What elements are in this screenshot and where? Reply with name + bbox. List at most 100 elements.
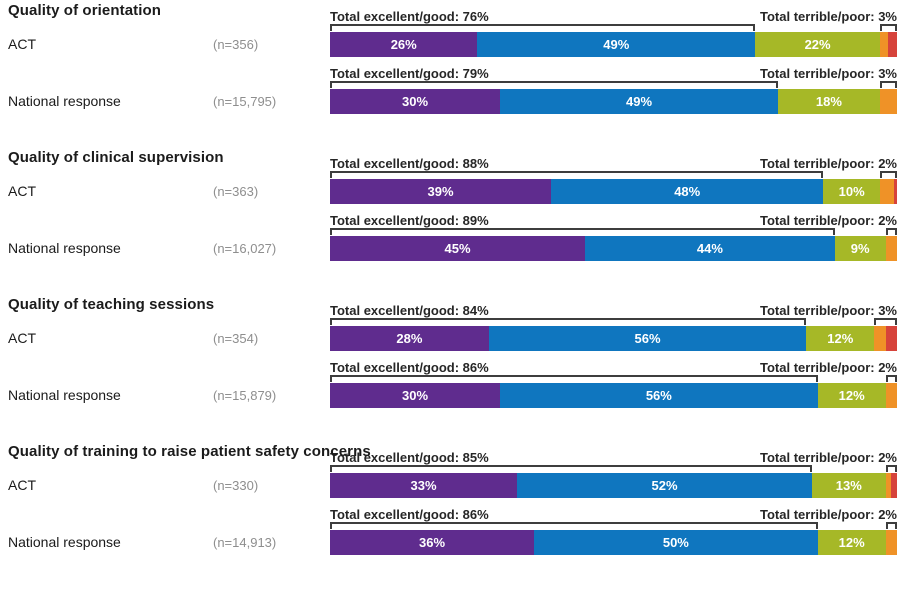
bar-segment-green: 12% <box>806 326 875 351</box>
row-label: ACT <box>8 183 36 199</box>
bar-segment-green: 22% <box>755 32 880 57</box>
stacked-bar: 45% 44% 9% <box>330 236 897 261</box>
chart-row: National response (n=15,879) Total excel… <box>8 358 897 408</box>
sample-size: (n=330) <box>213 478 259 493</box>
chart-row: National response (n=16,027) Total excel… <box>8 211 897 261</box>
row-label: National response <box>8 240 121 256</box>
bar-segment-green: 12% <box>817 530 886 555</box>
totals-annotation: Total excellent/good: 89% Total terrible… <box>330 211 897 228</box>
sample-size: (n=15,879) <box>213 388 277 403</box>
total-excellent-good-label: Total excellent/good: 79% <box>330 66 489 81</box>
bar-segment-green: 10% <box>823 179 880 204</box>
totals-annotation: Total excellent/good: 84% Total terrible… <box>330 301 897 318</box>
row-label: National response <box>8 387 121 403</box>
bar-segment-blue: 50% <box>534 530 818 555</box>
sample-size: (n=14,913) <box>213 535 277 550</box>
bracket-terrible-poor <box>885 465 897 472</box>
stacked-bar: 33% 52% 13% <box>330 473 897 498</box>
bar-segment-purple: 39% <box>330 179 552 204</box>
bar-segment-orange <box>879 32 889 57</box>
question-title: Quality of training to raise patient saf… <box>8 443 371 460</box>
bar-segment-blue: 52% <box>517 473 812 498</box>
bar-block: Total excellent/good: 85% Total terrible… <box>330 448 897 498</box>
bar-segment-green: 18% <box>777 89 880 114</box>
bar-segment-purple: 26% <box>330 32 478 57</box>
bar-segment-orange <box>885 530 897 555</box>
total-terrible-poor-label: Total terrible/poor: 2% <box>760 213 897 228</box>
bracket-excellent-good <box>330 318 807 325</box>
sample-size: (n=16,027) <box>213 241 277 256</box>
stacked-bar: 26% 49% 22% <box>330 32 897 57</box>
bar-segment-orange <box>874 326 886 351</box>
bar-segment-red <box>891 473 897 498</box>
totals-annotation: Total excellent/good: 88% Total terrible… <box>330 154 897 171</box>
bracket-excellent-good <box>330 522 818 529</box>
sample-size: (n=356) <box>213 37 259 52</box>
total-terrible-poor-label: Total terrible/poor: 2% <box>760 450 897 465</box>
bracket-excellent-good <box>330 228 835 235</box>
stacked-bar: 30% 56% 12% <box>330 383 897 408</box>
bar-segment-red <box>885 326 897 351</box>
row-label: ACT <box>8 36 36 52</box>
bracket-excellent-good <box>330 375 818 382</box>
stacked-bar: 30% 49% 18% <box>330 89 897 114</box>
bracket-row <box>330 81 897 89</box>
bar-block: Total excellent/good: 86% Total terrible… <box>330 358 897 408</box>
bracket-row <box>330 228 897 236</box>
row-label: ACT <box>8 330 36 346</box>
bar-segment-blue: 56% <box>488 326 807 351</box>
bracket-terrible-poor <box>880 24 897 31</box>
question-section-orientation: Quality of orientation ACT (n=356) Total… <box>8 0 897 147</box>
total-terrible-poor-label: Total terrible/poor: 2% <box>760 156 897 171</box>
question-title: Quality of orientation <box>8 2 162 19</box>
stacked-bar: 39% 48% 10% <box>330 179 897 204</box>
chart-row: National response (n=15,795) Total excel… <box>8 64 897 114</box>
totals-annotation: Total excellent/good: 86% Total terrible… <box>330 505 897 522</box>
total-excellent-good-label: Total excellent/good: 76% <box>330 9 489 24</box>
bracket-row <box>330 24 897 32</box>
total-excellent-good-label: Total excellent/good: 85% <box>330 450 489 465</box>
bar-segment-red <box>894 179 897 204</box>
totals-annotation: Total excellent/good: 86% Total terrible… <box>330 358 897 375</box>
bracket-excellent-good <box>330 171 824 178</box>
bar-segment-purple: 45% <box>330 236 586 261</box>
bar-segment-orange <box>885 383 897 408</box>
bar-segment-red <box>888 32 897 57</box>
total-terrible-poor-label: Total terrible/poor: 2% <box>760 360 897 375</box>
question-title: Quality of teaching sessions <box>8 296 215 313</box>
bar-block: Total excellent/good: 88% Total terrible… <box>330 154 897 204</box>
sample-size: (n=363) <box>213 184 259 199</box>
bar-segment-orange <box>879 179 895 204</box>
question-section-teaching-sessions: Quality of teaching sessions ACT (n=354)… <box>8 294 897 441</box>
bar-segment-blue: 44% <box>585 236 835 261</box>
bracket-row <box>330 522 897 530</box>
total-terrible-poor-label: Total terrible/poor: 3% <box>760 66 897 81</box>
stacked-bar: 36% 50% 12% <box>330 530 897 555</box>
row-label: National response <box>8 534 121 550</box>
sample-size: (n=15,795) <box>213 94 277 109</box>
totals-annotation: Total excellent/good: 79% Total terrible… <box>330 64 897 81</box>
bracket-row <box>330 465 897 473</box>
bracket-row <box>330 375 897 383</box>
bracket-terrible-poor <box>874 318 897 325</box>
total-excellent-good-label: Total excellent/good: 88% <box>330 156 489 171</box>
bar-block: Total excellent/good: 76% Total terrible… <box>330 7 897 57</box>
bar-segment-orange <box>879 89 897 114</box>
bracket-terrible-poor <box>880 81 897 88</box>
total-terrible-poor-label: Total terrible/poor: 3% <box>760 9 897 24</box>
bar-segment-purple: 30% <box>330 383 501 408</box>
bracket-excellent-good <box>330 24 756 31</box>
bar-segment-green: 12% <box>817 383 886 408</box>
bar-segment-blue: 56% <box>500 383 818 408</box>
bar-block: Total excellent/good: 89% Total terrible… <box>330 211 897 261</box>
bar-segment-purple: 28% <box>330 326 489 351</box>
bracket-terrible-poor <box>885 522 897 529</box>
row-label: ACT <box>8 477 36 493</box>
total-excellent-good-label: Total excellent/good: 86% <box>330 360 489 375</box>
total-excellent-good-label: Total excellent/good: 84% <box>330 303 489 318</box>
bracket-row <box>330 318 897 326</box>
bar-segment-blue: 49% <box>500 89 778 114</box>
bar-segment-blue: 48% <box>551 179 824 204</box>
bracket-terrible-poor <box>885 228 897 235</box>
